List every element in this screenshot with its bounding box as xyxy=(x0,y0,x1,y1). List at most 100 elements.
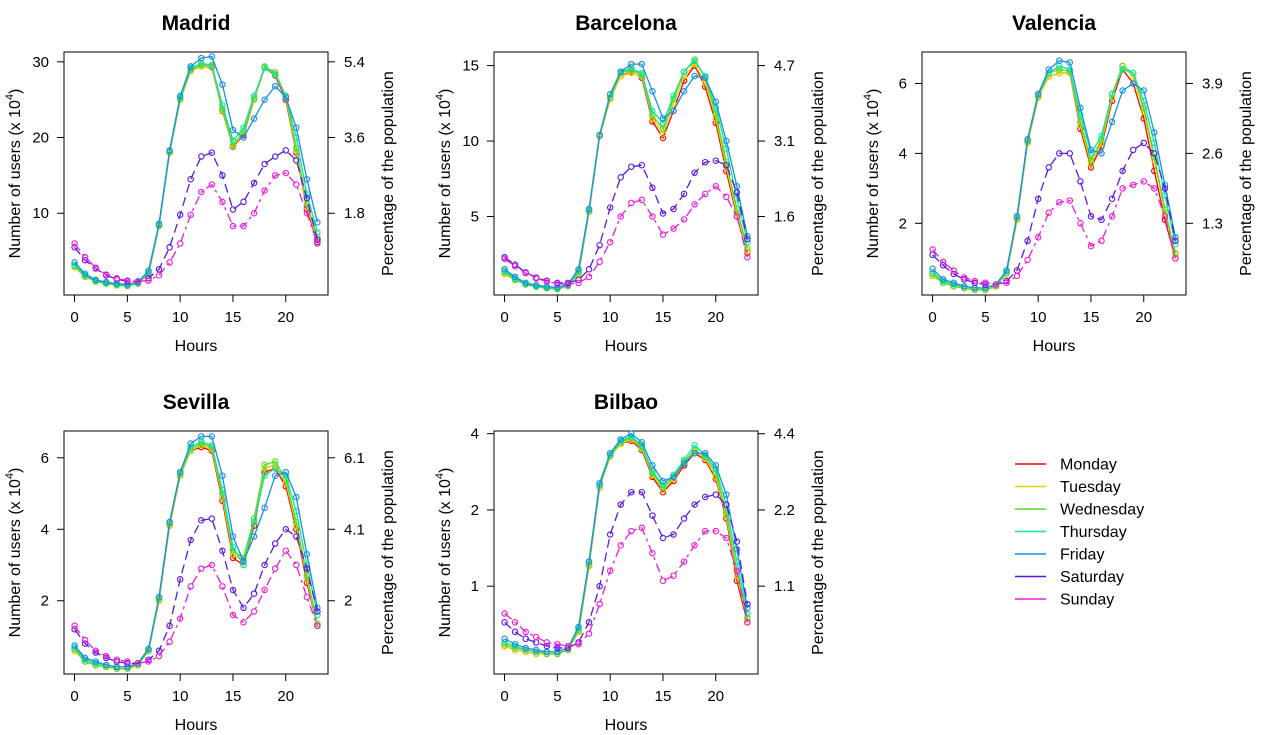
x-tick-label: 15 xyxy=(225,688,242,705)
legend-entry: Wednesday xyxy=(1015,502,1144,519)
data-point xyxy=(532,646,540,654)
data-point xyxy=(271,71,279,78)
chart-panel: Madrid 0 5 10 15 20 10 20 30 1.8 3.6 5.4 Hours Number… xyxy=(4,12,397,355)
x-tick-label: 15 xyxy=(1083,309,1100,326)
series-sunday xyxy=(501,183,751,288)
data-point xyxy=(102,278,110,286)
y-axis-label: Number of users (x 104) xyxy=(862,89,882,259)
chart-panel: Barcelona 0 5 10 15 20 5 10 15 1.6 3.1 4.7 Hours Numb… xyxy=(434,12,827,355)
series-thursday xyxy=(501,433,751,656)
series-saturday xyxy=(501,488,751,652)
data-point xyxy=(271,458,279,465)
x-tick-label: 10 xyxy=(602,688,619,705)
data-point xyxy=(939,276,947,283)
legend-label: Tuesday xyxy=(1060,479,1121,496)
chart-title: Valencia xyxy=(1012,12,1096,35)
data-point xyxy=(240,604,247,612)
data-point xyxy=(701,74,709,81)
data-point xyxy=(606,204,614,211)
data-point xyxy=(1140,87,1148,94)
y-tick-label: 1 xyxy=(471,578,479,595)
x-tick-label: 5 xyxy=(123,688,131,705)
data-point xyxy=(701,527,709,535)
y-tick-label: 30 xyxy=(32,54,49,71)
x-tick-label: 15 xyxy=(655,688,672,705)
y-tick-label: 4 xyxy=(41,521,49,538)
data-point xyxy=(1119,185,1126,192)
data-point xyxy=(638,196,646,204)
x-tick-label: 20 xyxy=(277,309,294,326)
data-point xyxy=(155,220,163,228)
data-point xyxy=(155,266,163,273)
data-point xyxy=(208,149,216,156)
data-point xyxy=(628,60,635,68)
data-point xyxy=(229,586,237,594)
data-point xyxy=(282,169,290,177)
y2-tick-label: 1.3 xyxy=(1202,215,1223,232)
data-point xyxy=(1045,209,1052,217)
data-point xyxy=(314,611,321,619)
data-point xyxy=(282,94,290,101)
data-point xyxy=(1087,150,1095,157)
data-point xyxy=(293,533,300,540)
data-point xyxy=(240,618,247,626)
data-point xyxy=(585,630,593,637)
data-point xyxy=(617,68,624,75)
data-point xyxy=(187,536,194,544)
y2-tick-label: 3.6 xyxy=(344,130,365,147)
data-point xyxy=(1098,216,1105,224)
y-axis-label: Number of users (x 104) xyxy=(434,468,454,638)
data-point xyxy=(628,488,635,496)
data-point xyxy=(293,157,300,164)
y2-axis-label: Percentage of the population xyxy=(380,71,397,276)
y-tick-label: 10 xyxy=(462,133,479,150)
data-point xyxy=(628,527,635,535)
chart-panel: Sevilla 0 5 10 15 20 2 4 6 2 4.1 6.1 Hours Number of … xyxy=(4,391,397,734)
data-point xyxy=(649,107,656,115)
data-point xyxy=(229,551,237,558)
data-point xyxy=(208,53,216,60)
x-axis-label: Hours xyxy=(1033,338,1076,355)
series-friday xyxy=(71,53,321,288)
data-point xyxy=(1119,66,1126,73)
data-point xyxy=(187,175,194,183)
series-sunday xyxy=(929,178,1179,288)
data-point xyxy=(1066,66,1074,73)
data-point xyxy=(1013,213,1021,220)
data-point xyxy=(250,590,258,597)
data-point xyxy=(282,468,290,476)
x-tick-label: 20 xyxy=(707,309,724,326)
series-saturday xyxy=(929,139,1179,288)
data-point xyxy=(1151,185,1158,192)
data-point xyxy=(670,225,677,232)
series-line xyxy=(932,68,1177,291)
series-saturday xyxy=(501,157,751,287)
data-point xyxy=(1172,255,1179,262)
data-point xyxy=(71,642,78,649)
y2-axis-label: Percentage of the population xyxy=(1238,71,1255,276)
data-point xyxy=(939,262,947,269)
data-point xyxy=(92,264,99,271)
data-point xyxy=(1003,279,1010,287)
series-line xyxy=(74,65,319,287)
data-point xyxy=(303,551,311,558)
data-point xyxy=(670,572,677,579)
x-tick-label: 20 xyxy=(277,688,294,705)
series-line xyxy=(74,65,319,287)
series-line xyxy=(74,517,319,664)
legend-entry: Monday xyxy=(1015,457,1117,474)
data-point xyxy=(659,134,667,142)
series-line xyxy=(74,55,319,286)
data-point xyxy=(617,542,624,549)
data-point xyxy=(1087,157,1095,164)
data-point xyxy=(744,254,751,261)
data-point xyxy=(219,101,226,109)
series-sunday xyxy=(501,524,751,650)
data-point xyxy=(723,137,730,145)
data-point xyxy=(712,157,720,164)
series-line xyxy=(504,160,749,284)
data-point xyxy=(971,277,979,285)
data-point xyxy=(992,281,1000,288)
data-point xyxy=(982,279,989,287)
